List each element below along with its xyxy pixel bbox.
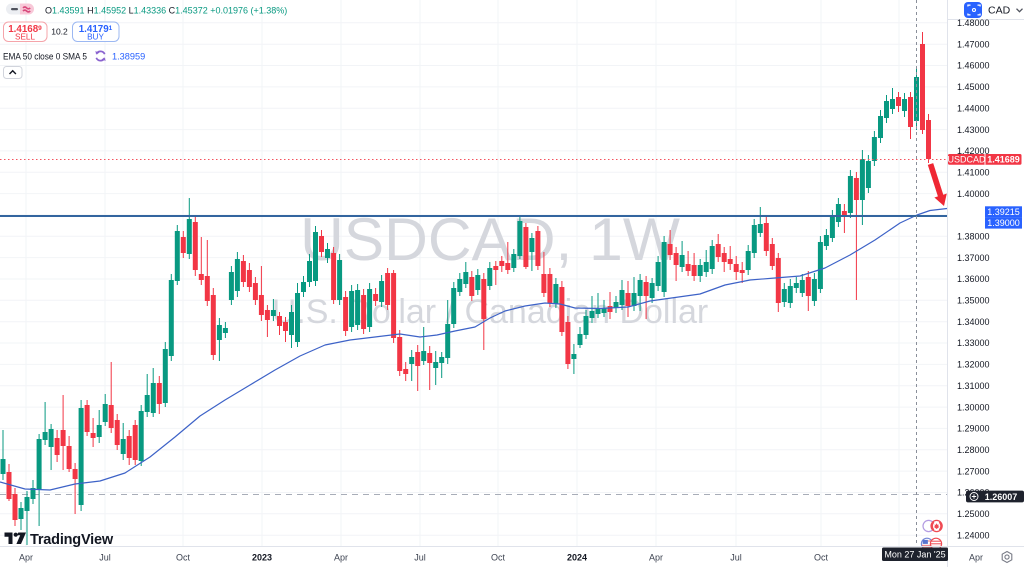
svg-text:1.41689: 1.41689 — [987, 154, 1020, 164]
svg-text:1.41000: 1.41000 — [957, 168, 990, 178]
svg-text:1.39000: 1.39000 — [987, 218, 1020, 228]
svg-text:2023: 2023 — [252, 553, 272, 563]
svg-text:2024: 2024 — [567, 553, 587, 563]
svg-text:1.29000: 1.29000 — [957, 424, 990, 434]
svg-text:USDCAD: USDCAD — [947, 154, 986, 164]
svg-text:1.38959: 1.38959 — [112, 52, 145, 62]
svg-text:SELL: SELL — [15, 33, 35, 42]
svg-text:1.48000: 1.48000 — [957, 18, 990, 28]
svg-text:1.25000: 1.25000 — [957, 509, 990, 519]
svg-text:Mon 27 Jan '25: Mon 27 Jan '25 — [884, 549, 945, 559]
svg-text:1.44000: 1.44000 — [957, 103, 990, 113]
svg-text:1.26007: 1.26007 — [985, 492, 1018, 502]
svg-text:1.24000: 1.24000 — [957, 530, 990, 540]
svg-text:O1.43591 H1.45952 L1.43336 C1.: O1.43591 H1.45952 L1.43336 C1.45372 +0.0… — [45, 6, 287, 16]
svg-text:Oct: Oct — [176, 553, 191, 563]
svg-text:BUY: BUY — [87, 33, 104, 42]
svg-text:1.28000: 1.28000 — [957, 445, 990, 455]
svg-text:Apr: Apr — [649, 553, 663, 563]
svg-text:Apr: Apr — [334, 553, 348, 563]
svg-text:1.40000: 1.40000 — [957, 189, 990, 199]
svg-text:1.46000: 1.46000 — [957, 61, 990, 71]
svg-text:1.27000: 1.27000 — [957, 466, 990, 476]
svg-text:1.34000: 1.34000 — [957, 317, 990, 327]
svg-text:1.45000: 1.45000 — [957, 82, 990, 92]
svg-text:CAD: CAD — [988, 5, 1011, 17]
svg-text:1.36000: 1.36000 — [957, 274, 990, 284]
svg-text:Oct: Oct — [814, 553, 829, 563]
svg-text:1.41689: 1.41689 — [8, 24, 42, 35]
svg-text:Apr: Apr — [969, 553, 983, 563]
svg-text:Oct: Oct — [491, 553, 506, 563]
svg-text:1.32000: 1.32000 — [957, 360, 990, 370]
svg-text:1.41791: 1.41791 — [79, 24, 113, 35]
svg-text:Jul: Jul — [730, 553, 742, 563]
svg-text:TradingView: TradingView — [30, 532, 114, 548]
svg-text:Jul: Jul — [99, 553, 111, 563]
svg-text:Jul: Jul — [414, 553, 426, 563]
svg-text:1.47000: 1.47000 — [957, 39, 990, 49]
svg-text:1.35000: 1.35000 — [957, 296, 990, 306]
svg-text:1.39215: 1.39215 — [987, 207, 1020, 217]
svg-text:EMA 50 close 0 SMA 5: EMA 50 close 0 SMA 5 — [3, 52, 87, 62]
svg-text:1.33000: 1.33000 — [957, 338, 990, 348]
svg-text:1.38000: 1.38000 — [957, 232, 990, 242]
svg-text:10.2: 10.2 — [51, 27, 68, 37]
svg-text:1.43000: 1.43000 — [957, 125, 990, 135]
svg-text:Apr: Apr — [19, 553, 33, 563]
svg-text:1.31000: 1.31000 — [957, 381, 990, 391]
svg-text:1.30000: 1.30000 — [957, 402, 990, 412]
svg-text:1.42000: 1.42000 — [957, 146, 990, 156]
svg-text:1.37000: 1.37000 — [957, 253, 990, 263]
